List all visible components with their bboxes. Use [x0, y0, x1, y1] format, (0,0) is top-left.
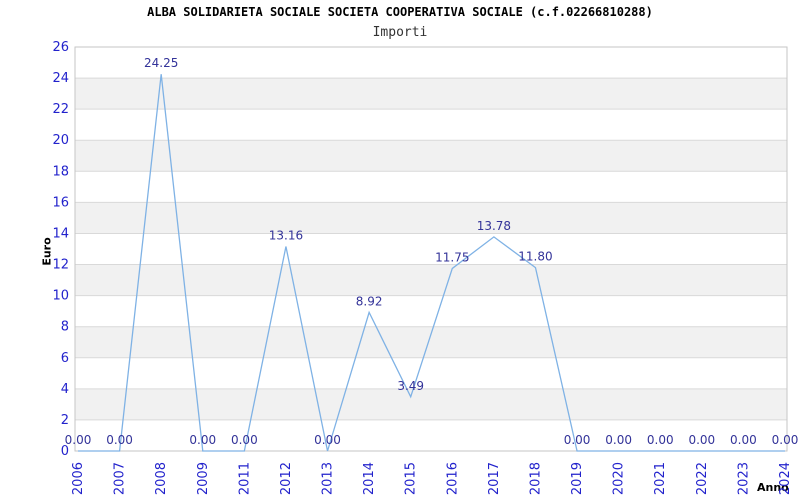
chart-title: ALBA SOLIDARIETA SOCIALE SOCIETA COOPERA… [147, 5, 653, 19]
value-label: 24.25 [144, 56, 178, 70]
y-tick-label: 6 [61, 351, 69, 366]
value-label: 3.49 [397, 379, 424, 393]
x-tick-label: 2022 [695, 462, 710, 495]
plot-band [75, 326, 787, 358]
value-label: 0.00 [314, 433, 341, 447]
value-label: 0.00 [231, 433, 258, 447]
y-tick-label: 26 [52, 40, 69, 55]
plot-band [75, 388, 787, 420]
y-tick-label: 16 [52, 195, 69, 210]
plot-band [75, 140, 787, 172]
y-tick-label: 4 [61, 382, 69, 397]
data-line [78, 74, 785, 452]
x-tick-label: 2011 [237, 462, 252, 495]
value-label: 0.00 [106, 433, 133, 447]
x-axis-title: Anno [757, 481, 789, 494]
y-tick-label: 10 [52, 289, 69, 304]
plot-band [75, 264, 787, 296]
x-tick-label: 2020 [612, 462, 627, 495]
y-tick-label: 8 [61, 320, 69, 335]
value-label: 11.75 [435, 250, 469, 264]
x-tick-label: 2024 [778, 462, 793, 495]
x-tick-label: 2018 [528, 462, 543, 495]
x-tick-label: 2013 [321, 462, 336, 495]
value-label: 8.92 [356, 294, 383, 308]
plot-band [75, 202, 787, 234]
x-tick-label: 2021 [653, 462, 668, 495]
value-label: 0.00 [688, 433, 715, 447]
x-tick-label: 2016 [445, 462, 460, 495]
y-tick-label: 0 [61, 444, 69, 459]
value-label: 0.00 [772, 433, 799, 447]
x-tick-label: 2015 [404, 462, 419, 495]
plot-band [75, 78, 787, 110]
value-label: 11.80 [518, 250, 552, 264]
y-tick-label: 14 [52, 226, 69, 241]
value-label: 0.00 [647, 433, 674, 447]
y-tick-label: 12 [52, 258, 69, 273]
value-label: 13.78 [477, 219, 511, 233]
y-tick-label: 24 [52, 71, 69, 86]
value-label: 0.00 [564, 433, 591, 447]
y-tick-label: 2 [61, 413, 69, 428]
x-tick-label: 2006 [71, 462, 86, 495]
value-label: 13.16 [269, 229, 303, 243]
x-tick-label: 2012 [279, 462, 294, 495]
value-label: 0.00 [189, 433, 216, 447]
value-label: 0.00 [65, 433, 92, 447]
x-tick-label: 2007 [113, 462, 128, 495]
plot-border [74, 46, 788, 452]
x-tick-label: 2009 [196, 462, 211, 495]
y-tick-label: 18 [52, 164, 69, 179]
x-tick-label: 2008 [154, 462, 169, 495]
value-label: 0.00 [605, 433, 632, 447]
x-tick-label: 2023 [736, 462, 751, 495]
y-tick-label: 20 [52, 133, 69, 148]
chart-subtitle: Importi [372, 25, 428, 40]
value-label: 0.00 [730, 433, 757, 447]
x-tick-label: 2017 [487, 462, 502, 495]
x-tick-label: 2019 [570, 462, 585, 495]
y-tick-label: 22 [52, 102, 69, 117]
x-tick-label: 2014 [362, 462, 377, 495]
